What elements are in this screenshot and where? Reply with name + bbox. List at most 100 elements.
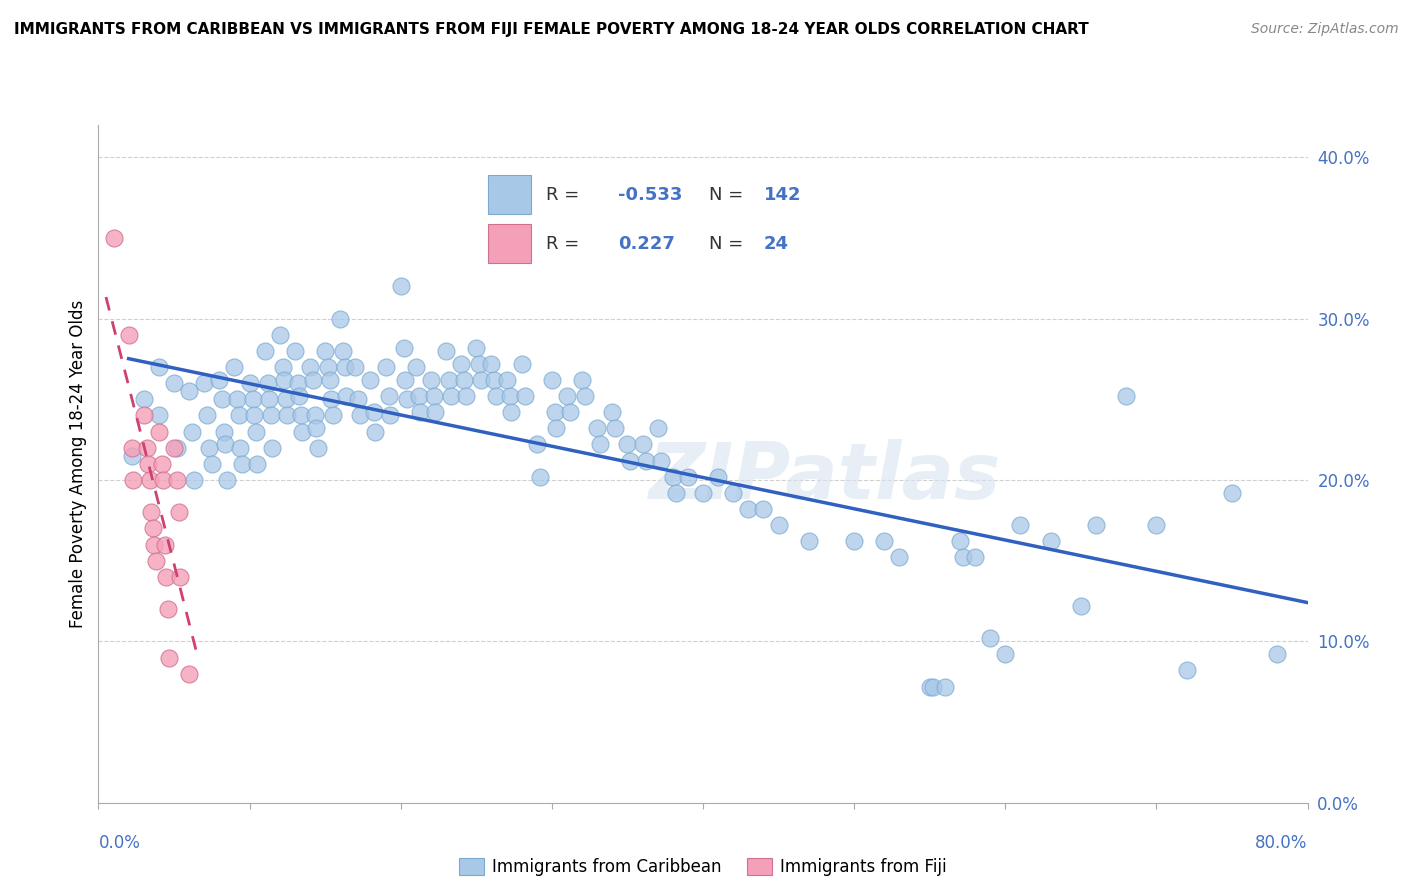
Point [408,389,430,403]
Point [934,680,956,694]
Point [994,648,1017,662]
Point [276,409,298,423]
Point [329,311,352,326]
Point [288,389,311,403]
Point [321,392,343,407]
Point [132,392,155,407]
Point [586,421,609,435]
Point [314,343,336,358]
Point [453,373,475,387]
Point [103,231,125,245]
Point [142,521,165,535]
Point [167,505,190,519]
Point [423,389,446,403]
Point [439,389,461,403]
Point [1144,518,1167,533]
Point [253,343,276,358]
Point [949,534,972,549]
Point [752,502,775,516]
Point [166,441,188,455]
Point [360,373,382,387]
Point [571,373,593,387]
Point [121,449,143,463]
Point [631,437,654,451]
Point [148,359,170,374]
Point [246,457,269,471]
Text: Source: ZipAtlas.com: Source: ZipAtlas.com [1251,22,1399,37]
Text: ZIPatlas: ZIPatlas [648,440,1000,516]
Point [392,341,415,355]
Point [405,359,427,374]
Point [676,469,699,483]
Point [616,437,638,451]
Point [1115,389,1137,403]
Point [195,409,218,423]
Point [156,602,179,616]
Point [437,373,460,387]
Text: 24: 24 [763,235,789,252]
Point [132,409,155,423]
Point [723,486,745,500]
Point [304,409,326,423]
Point [450,357,472,371]
Point [434,343,457,358]
Y-axis label: Female Poverty Among 18-24 Year Olds: Female Poverty Among 18-24 Year Olds [69,300,87,628]
Point [242,392,264,407]
Point [484,373,506,387]
Point [650,453,672,467]
Point [374,359,396,374]
Point [965,550,987,565]
Point [211,392,233,407]
Bar [488,176,531,214]
Point [918,680,941,694]
Point [181,425,204,439]
Point [1220,486,1243,500]
Point [159,650,181,665]
Point [231,457,253,471]
Point [546,421,568,435]
Point [135,441,157,455]
Point [499,405,522,419]
Point [454,389,477,403]
Text: N =: N = [709,186,744,204]
Point [214,437,236,451]
Point [844,534,866,549]
Point [333,359,356,374]
Point [589,437,612,451]
Point [544,405,567,419]
Point [256,376,278,391]
Point [197,441,219,455]
Bar [488,224,531,263]
Point [148,425,170,439]
Point [465,341,488,355]
Point [979,631,1001,645]
Point [1010,518,1032,533]
Text: N =: N = [709,235,744,252]
Legend: Immigrants from Caribbean, Immigrants from Fiji: Immigrants from Caribbean, Immigrants fr… [453,851,953,882]
Point [302,373,325,387]
Point [145,554,167,568]
Point [121,441,143,455]
Point [409,405,432,419]
Point [1085,518,1108,533]
Point [143,537,166,551]
Text: 0.0%: 0.0% [98,834,141,852]
Point [273,373,295,387]
Point [768,518,790,533]
Point [952,550,974,565]
Point [344,359,367,374]
Point [316,359,339,374]
Point [619,453,641,467]
Point [118,327,141,342]
Point [152,473,174,487]
Point [378,409,401,423]
Point [243,409,266,423]
Point [155,570,177,584]
Point [239,376,262,391]
Point [257,392,280,407]
Point [201,457,224,471]
Point [425,405,447,419]
Point [163,441,186,455]
Text: IMMIGRANTS FROM CARIBBEAN VS IMMIGRANTS FROM FIJI FEMALE POVERTY AMONG 18-24 YEA: IMMIGRANTS FROM CARIBBEAN VS IMMIGRANTS … [14,22,1088,37]
Point [481,357,503,371]
